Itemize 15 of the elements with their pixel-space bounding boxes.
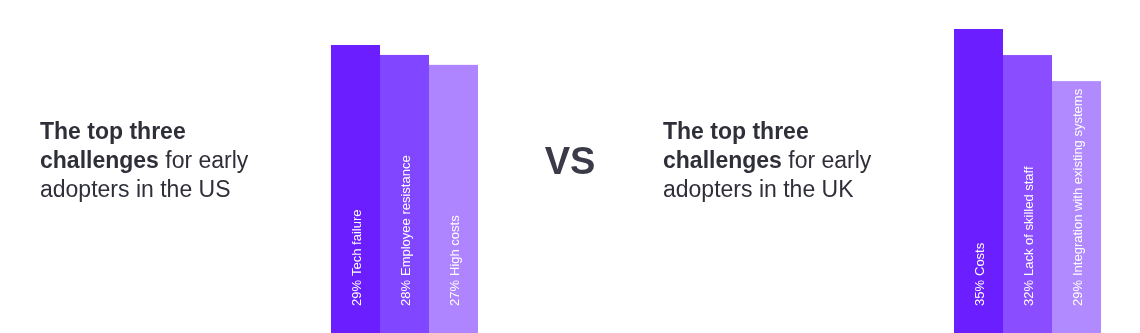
x-tick-label: High costs <box>446 214 462 276</box>
x-tick-label: Costs <box>971 242 987 276</box>
data-label: 27% <box>446 279 462 306</box>
x-tick-label: Tech failure <box>348 209 364 276</box>
text: VS <box>544 140 596 182</box>
data-label: 32% <box>1020 279 1036 306</box>
chart-title: The top three challenges for early adopters in the UK <box>663 118 872 202</box>
chart-title: The top three challenges for early adopters in the US <box>40 118 249 202</box>
data-label: 35% <box>971 279 987 306</box>
data-label: 29% <box>1069 279 1085 306</box>
x-tick-label: Lack of skilled staff <box>1020 166 1036 276</box>
data-label: 29% <box>348 279 364 306</box>
x-tick-label: Integration with existing systems <box>1069 88 1085 276</box>
data-label: 28% <box>397 279 413 306</box>
x-tick-label: Employee resistance <box>397 155 413 276</box>
